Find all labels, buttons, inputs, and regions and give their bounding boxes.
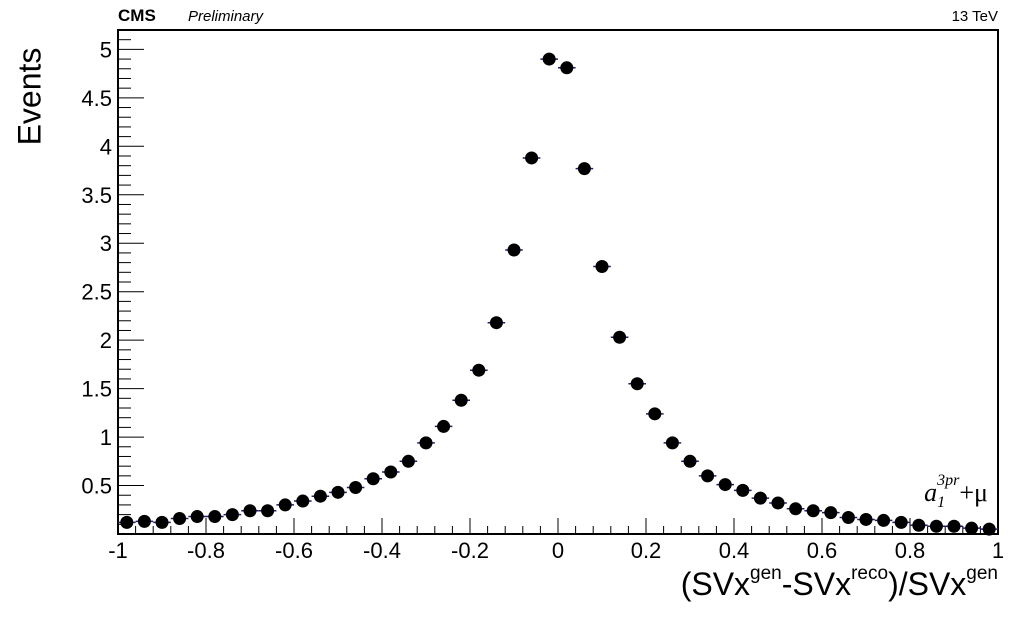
data-point [419, 436, 433, 450]
x-tick-label: -0.4 [363, 538, 401, 563]
data-point [824, 506, 838, 520]
y-tick-label: 3.5 [81, 183, 112, 208]
x-axis: -1 -0.8 -0.6 -0.4 -0.2 0 0.2 0.4 0.6 0.8 1 [108, 518, 1004, 563]
data-point [437, 419, 451, 433]
y-tick-label: 2.5 [81, 280, 112, 305]
y-tick-label: 2 [100, 328, 112, 353]
data-point [789, 502, 803, 516]
energy-label: 13 TeV [951, 8, 998, 25]
data-point [542, 52, 556, 66]
data-point [771, 496, 785, 510]
x-tick-label: 0.8 [895, 538, 926, 563]
x-title-part: )/SVx [888, 566, 967, 602]
data-points [118, 52, 998, 536]
data-point [155, 515, 169, 529]
x-tick-label: -1 [108, 538, 128, 563]
y-tick-label: 4 [100, 134, 112, 159]
data-point [507, 243, 521, 257]
data-point [366, 472, 380, 486]
data-point [190, 510, 204, 524]
data-point [577, 162, 591, 176]
experiment-label: CMS [118, 6, 156, 25]
data-point [929, 519, 943, 533]
data-point [648, 407, 662, 421]
data-point [982, 522, 996, 536]
x-tick-label: 1 [992, 538, 1004, 563]
data-point [243, 504, 257, 518]
y-axis-title: Events [11, 47, 48, 146]
x-title-part: -SVx [781, 566, 852, 602]
data-point [912, 518, 926, 532]
data-point [525, 151, 539, 165]
data-point [137, 514, 151, 528]
x-axis-title: (SVxgen-SVxreco)/SVxgen [680, 563, 998, 603]
data-point [718, 478, 732, 492]
data-point [859, 512, 873, 526]
x-tick-label: -0.8 [187, 538, 225, 563]
process-sub: 1 [937, 494, 946, 511]
x-tick-label: 0 [552, 538, 564, 563]
process-rest: +μ [959, 478, 988, 507]
data-point [683, 454, 697, 468]
data-point [120, 515, 134, 529]
data-point [595, 259, 609, 273]
data-point [489, 316, 503, 330]
data-point [806, 504, 820, 518]
x-tick-label: -0.6 [275, 538, 313, 563]
data-point [313, 489, 327, 503]
data-point [753, 491, 767, 505]
data-point [947, 519, 961, 533]
process-label: a1 3pr+μ [924, 472, 988, 512]
data-point [208, 510, 222, 524]
data-point [173, 511, 187, 525]
x-title-sup: reco [851, 563, 889, 584]
data-point [261, 504, 275, 518]
data-point [278, 498, 292, 512]
data-point [349, 480, 363, 494]
data-point [877, 513, 891, 527]
data-point [701, 469, 715, 483]
x-tick-label: 0.4 [719, 538, 750, 563]
data-point [560, 61, 574, 75]
data-point [384, 465, 398, 479]
x-tick-label: -0.2 [451, 538, 489, 563]
x-title-sup: gen [750, 563, 782, 584]
data-point [665, 436, 679, 450]
x-tick-label: 0.2 [631, 538, 662, 563]
y-tick-label: 1 [100, 425, 112, 450]
y-tick-label: 5 [100, 37, 112, 62]
x-title-sup: gen [966, 563, 998, 584]
y-tick-label: 3 [100, 231, 112, 256]
process-sup: 3pr [937, 472, 960, 489]
data-point [613, 330, 627, 344]
status-label: Preliminary [188, 8, 264, 25]
process-base: a [924, 478, 938, 507]
plot-frame [117, 29, 999, 535]
data-point [736, 483, 750, 497]
y-axis: 0.5 1 1.5 2 2.5 3 3.5 4 4.5 5 [81, 29, 144, 525]
y-tick-label: 0.5 [81, 474, 112, 499]
x-tick-label: 0.6 [807, 538, 838, 563]
data-point [401, 454, 415, 468]
data-point [965, 521, 979, 535]
data-point [331, 485, 345, 499]
data-point [454, 393, 468, 407]
x-title-part: (SVx [680, 566, 751, 602]
data-point [472, 363, 486, 377]
data-point [225, 508, 239, 522]
data-point [841, 511, 855, 525]
data-point [630, 377, 644, 391]
data-point [894, 515, 908, 529]
y-tick-label: 4.5 [81, 86, 112, 111]
data-point [296, 494, 310, 508]
y-tick-label: 1.5 [81, 377, 112, 402]
